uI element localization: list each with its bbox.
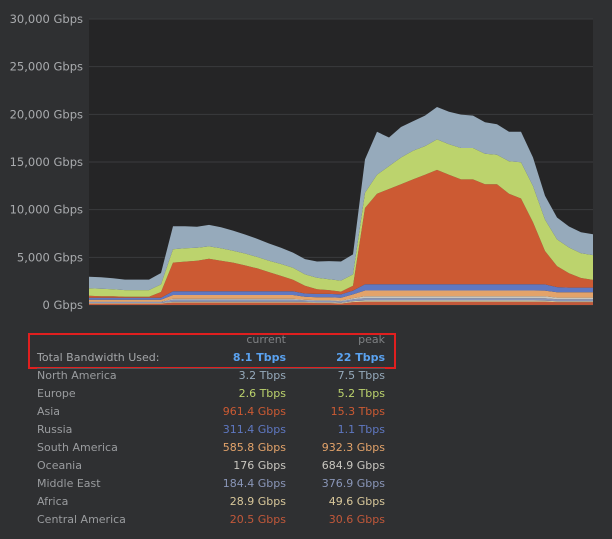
region-row: Oceania 176 Gbps 684.9 Gbps: [37, 458, 397, 476]
region-current: 184.4 Gbps: [222, 477, 286, 490]
region-peak: 49.6 Gbps: [328, 495, 385, 508]
bandwidth-stats-table: current peak Total Bandwidth Used: 8.1 T…: [37, 332, 397, 530]
region-peak: 932.3 Gbps: [321, 441, 385, 454]
region-current: 176 Gbps: [233, 459, 286, 472]
bandwidth-area-chart: 0 Gbps 5,000 Gbps 10,000 Gbps 15,000 Gbps 20…: [10, 12, 593, 312]
region-row: Asia 961.4 Gbps 15.3 Tbps: [37, 404, 397, 422]
y-tick-label: 0 Gbps: [43, 298, 83, 312]
region-current: 2.6 Tbps: [238, 387, 286, 400]
total-bandwidth-row: Total Bandwidth Used: 8.1 Tbps 22 Tbps: [37, 350, 397, 368]
region-rows: North America 3.2 Tbps 7.5 Tbps Europe 2.6 T…: [37, 368, 397, 530]
peak-column-header: peak: [358, 333, 385, 346]
total-current: 8.1 Tbps: [232, 351, 286, 364]
y-tick-label: 10,000 Gbps: [10, 203, 83, 217]
region-row: Africa 28.9 Gbps 49.6 Gbps: [37, 494, 397, 512]
region-label: Africa: [37, 495, 69, 508]
region-current: 3.2 Tbps: [238, 369, 286, 382]
y-tick-label: 15,000 Gbps: [10, 155, 83, 169]
area-europe: [89, 139, 593, 297]
region-current: 585.8 Gbps: [222, 441, 286, 454]
region-label: Asia: [37, 405, 61, 418]
total-label: Total Bandwidth Used:: [37, 351, 160, 364]
region-peak: 30.6 Gbps: [328, 513, 385, 526]
area-africa: [89, 300, 593, 304]
y-tick-label: 25,000 Gbps: [10, 60, 83, 74]
y-tick-label: 5,000 Gbps: [17, 250, 83, 264]
region-label: South America: [37, 441, 118, 454]
region-current: 28.9 Gbps: [229, 495, 286, 508]
total-peak: 22 Tbps: [336, 351, 385, 364]
region-label: Middle East: [37, 477, 101, 490]
area-russia: [89, 284, 593, 300]
region-label: North America: [37, 369, 117, 382]
region-row: North America 3.2 Tbps 7.5 Tbps: [37, 368, 397, 386]
stats-header-row: current peak: [37, 332, 397, 350]
area-north-america: [89, 107, 593, 291]
stacked-areas: [89, 107, 593, 305]
area-central-america: [89, 301, 593, 305]
region-label: Central America: [37, 513, 126, 526]
region-label: Russia: [37, 423, 73, 436]
region-current: 20.5 Gbps: [229, 513, 286, 526]
region-row: Russia 311.4 Gbps 1.1 Tbps: [37, 422, 397, 440]
region-row: South America 585.8 Gbps 932.3 Gbps: [37, 440, 397, 458]
y-tick-label: 20,000 Gbps: [10, 107, 83, 121]
region-row: Middle East 184.4 Gbps 376.9 Gbps: [37, 476, 397, 494]
area-middle-east: [89, 298, 593, 303]
region-peak: 15.3 Tbps: [330, 405, 385, 418]
region-peak: 1.1 Tbps: [337, 423, 385, 436]
region-label: Europe: [37, 387, 76, 400]
region-peak: 5.2 Tbps: [337, 387, 385, 400]
region-current: 311.4 Gbps: [222, 423, 286, 436]
area-asia: [89, 169, 593, 298]
region-label: Oceania: [37, 459, 82, 472]
region-peak: 7.5 Tbps: [337, 369, 385, 382]
total-divider: [37, 368, 385, 369]
region-peak: 684.9 Gbps: [321, 459, 385, 472]
region-row: Europe 2.6 Tbps 5.2 Tbps: [37, 386, 397, 404]
region-peak: 376.9 Gbps: [321, 477, 385, 490]
region-row: Central America 20.5 Gbps 30.6 Gbps: [37, 512, 397, 530]
y-axis: 0 Gbps 5,000 Gbps 10,000 Gbps 15,000 Gbps 20…: [10, 12, 83, 312]
current-column-header: current: [246, 333, 286, 346]
area-oceania: [89, 296, 593, 302]
region-current: 961.4 Gbps: [222, 405, 286, 418]
y-tick-label: 30,000 Gbps: [10, 12, 83, 26]
area-south-america: [89, 290, 593, 302]
